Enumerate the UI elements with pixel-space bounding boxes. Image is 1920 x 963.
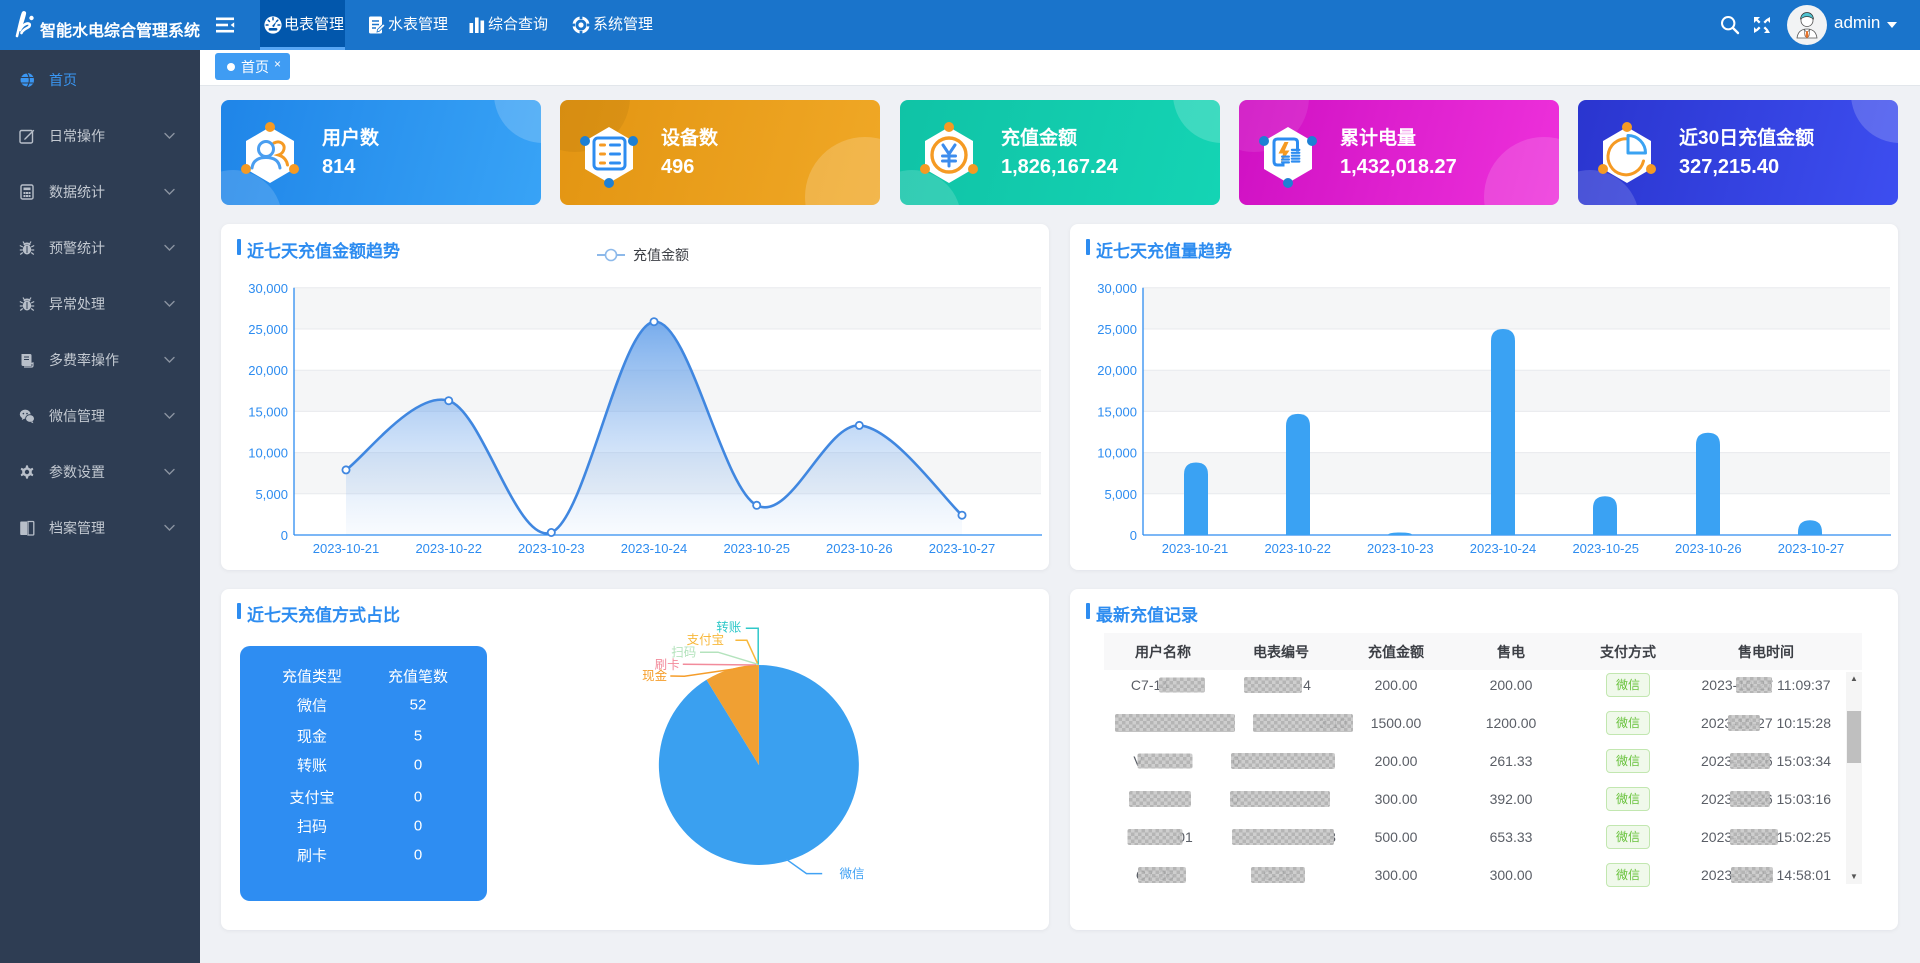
svg-text:30,000: 30,000 xyxy=(248,281,288,296)
svg-text:20,000: 20,000 xyxy=(248,363,288,378)
svg-text:15,000: 15,000 xyxy=(1097,404,1137,419)
svg-text:2023-10-22: 2023-10-22 xyxy=(415,541,482,556)
svg-text:2023-10-21: 2023-10-21 xyxy=(313,541,380,556)
svg-text:25,000: 25,000 xyxy=(1097,322,1137,337)
svg-text:10,000: 10,000 xyxy=(1097,446,1137,461)
svg-text:2023-10-22: 2023-10-22 xyxy=(1264,541,1331,556)
svg-text:0: 0 xyxy=(1130,528,1137,543)
svg-text:2023-10-25: 2023-10-25 xyxy=(723,541,790,556)
svg-text:25,000: 25,000 xyxy=(248,322,288,337)
svg-text:2023-10-23: 2023-10-23 xyxy=(518,541,585,556)
svg-text:充值金额: 充值金额 xyxy=(633,247,689,263)
svg-text:2023-10-23: 2023-10-23 xyxy=(1367,541,1434,556)
svg-text:2023-10-25: 2023-10-25 xyxy=(1572,541,1639,556)
svg-text:刷卡: 刷卡 xyxy=(655,658,680,672)
svg-text:30,000: 30,000 xyxy=(1097,281,1137,296)
svg-text:扫码: 扫码 xyxy=(671,645,696,659)
svg-text:10,000: 10,000 xyxy=(248,446,288,461)
svg-text:2023-10-24: 2023-10-24 xyxy=(621,541,688,556)
svg-text:转账: 转账 xyxy=(716,620,742,635)
svg-text:2023-10-24: 2023-10-24 xyxy=(1470,541,1537,556)
svg-text:5,000: 5,000 xyxy=(1104,487,1137,502)
svg-text:2023-10-27: 2023-10-27 xyxy=(1778,541,1845,556)
svg-text:2023-10-26: 2023-10-26 xyxy=(826,541,893,556)
svg-text:5,000: 5,000 xyxy=(255,487,288,502)
svg-text:微信: 微信 xyxy=(839,867,864,881)
svg-text:现金: 现金 xyxy=(642,668,668,683)
svg-text:2023-10-27: 2023-10-27 xyxy=(929,541,996,556)
svg-text:2023-10-21: 2023-10-21 xyxy=(1162,541,1229,556)
svg-text:0: 0 xyxy=(281,528,288,543)
svg-text:20,000: 20,000 xyxy=(1097,363,1137,378)
svg-text:支付宝: 支付宝 xyxy=(687,633,725,647)
svg-text:15,000: 15,000 xyxy=(248,404,288,419)
svg-text:2023-10-26: 2023-10-26 xyxy=(1675,541,1742,556)
